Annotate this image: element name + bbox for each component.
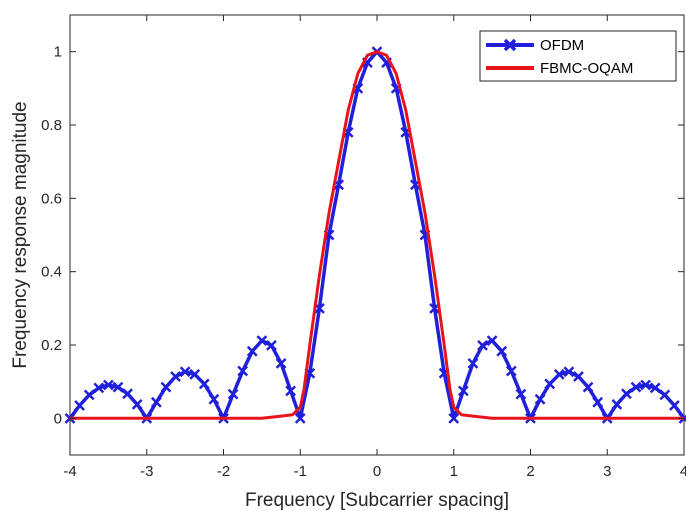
legend-ofdm-marker [503,38,517,52]
x-axis-label: Frequency [Subcarrier spacing] [245,490,509,511]
data-point-ofdm [189,368,201,380]
legend-ofdm-label: OFDM [540,37,584,54]
data-point-ofdm [669,400,680,411]
y-tick-label: 1 [54,44,62,61]
data-point-ofdm [102,379,114,391]
data-point-ofdm [592,396,604,408]
y-tick-label: 0.2 [41,337,62,354]
x-tick-label: -2 [217,463,230,480]
data-point-ofdm [246,345,258,357]
data-point-ofdm [448,412,460,424]
data-point-ofdm [515,388,527,400]
legend-fbmc-label: FBMC-OQAM [540,60,633,77]
data-point-ofdm [611,399,623,410]
data-point-ofdm [256,335,268,346]
data-point-ofdm [74,400,85,411]
data-point-ofdm [582,381,594,393]
data-point-ofdm [630,381,642,393]
data-point-ofdm [285,385,297,397]
data-point-ofdm [275,357,287,369]
data-point-ofdm [160,381,172,393]
data-point-ofdm [93,382,105,394]
data-point-ofdm [131,399,143,410]
data-point-ofdm [227,388,239,400]
y-tick-label: 0 [54,410,62,427]
data-point-ofdm [208,393,220,405]
data-point-ofdm [477,339,488,351]
data-point-ofdm [122,388,133,400]
y-tick-label: 0.4 [41,264,62,281]
series-line-fbmc-oqam [70,50,684,420]
x-tick-label: 4 [680,463,686,480]
data-point-ofdm [198,378,210,390]
data-point-ofdm [170,371,181,382]
data-point-ofdm [112,381,124,393]
data-point-ofdm [544,378,556,390]
tick-layer: -4 -3 -2 -1 0 1 2 3 4 0 0.2 0.4 0.6 0.8 1 [41,15,686,480]
data-point-ofdm [179,366,191,378]
series-layer [64,46,686,424]
x-tick-label: 1 [450,463,458,480]
data-point-ofdm [266,339,277,351]
data-point-ofdm [457,385,469,397]
data-point-ofdm [563,366,575,378]
x-tick-label: -1 [294,463,307,480]
legend-box [479,30,677,82]
legend: OFDM FBMC-OQAM [479,30,677,82]
data-point-ofdm [659,389,671,401]
data-point-ofdm [573,371,584,382]
data-point-ofdm [640,379,652,391]
y-tick-label: 0.6 [41,190,62,207]
data-point-ofdm [486,335,498,346]
data-point-ofdm [553,368,565,380]
x-tick-label: 3 [603,463,611,480]
data-point-ofdm [150,396,162,408]
data-point-ofdm [83,389,95,401]
data-point-ofdm [621,388,632,400]
data-point-ofdm [467,357,479,369]
y-axis-label: Frequency response magnitude [10,101,31,368]
x-tick-label: -3 [140,463,153,480]
data-point-ofdm [496,345,508,357]
x-tick-label: 2 [526,463,534,480]
data-point-ofdm [534,393,546,405]
x-tick-label: 0 [373,463,381,480]
data-point-ofdm [237,365,249,377]
data-point-ofdm [505,365,517,377]
data-point-ofdm [649,382,661,394]
y-tick-label: 0.8 [41,117,62,134]
data-point-ofdm [294,412,306,424]
x-tick-label: -4 [63,463,76,480]
